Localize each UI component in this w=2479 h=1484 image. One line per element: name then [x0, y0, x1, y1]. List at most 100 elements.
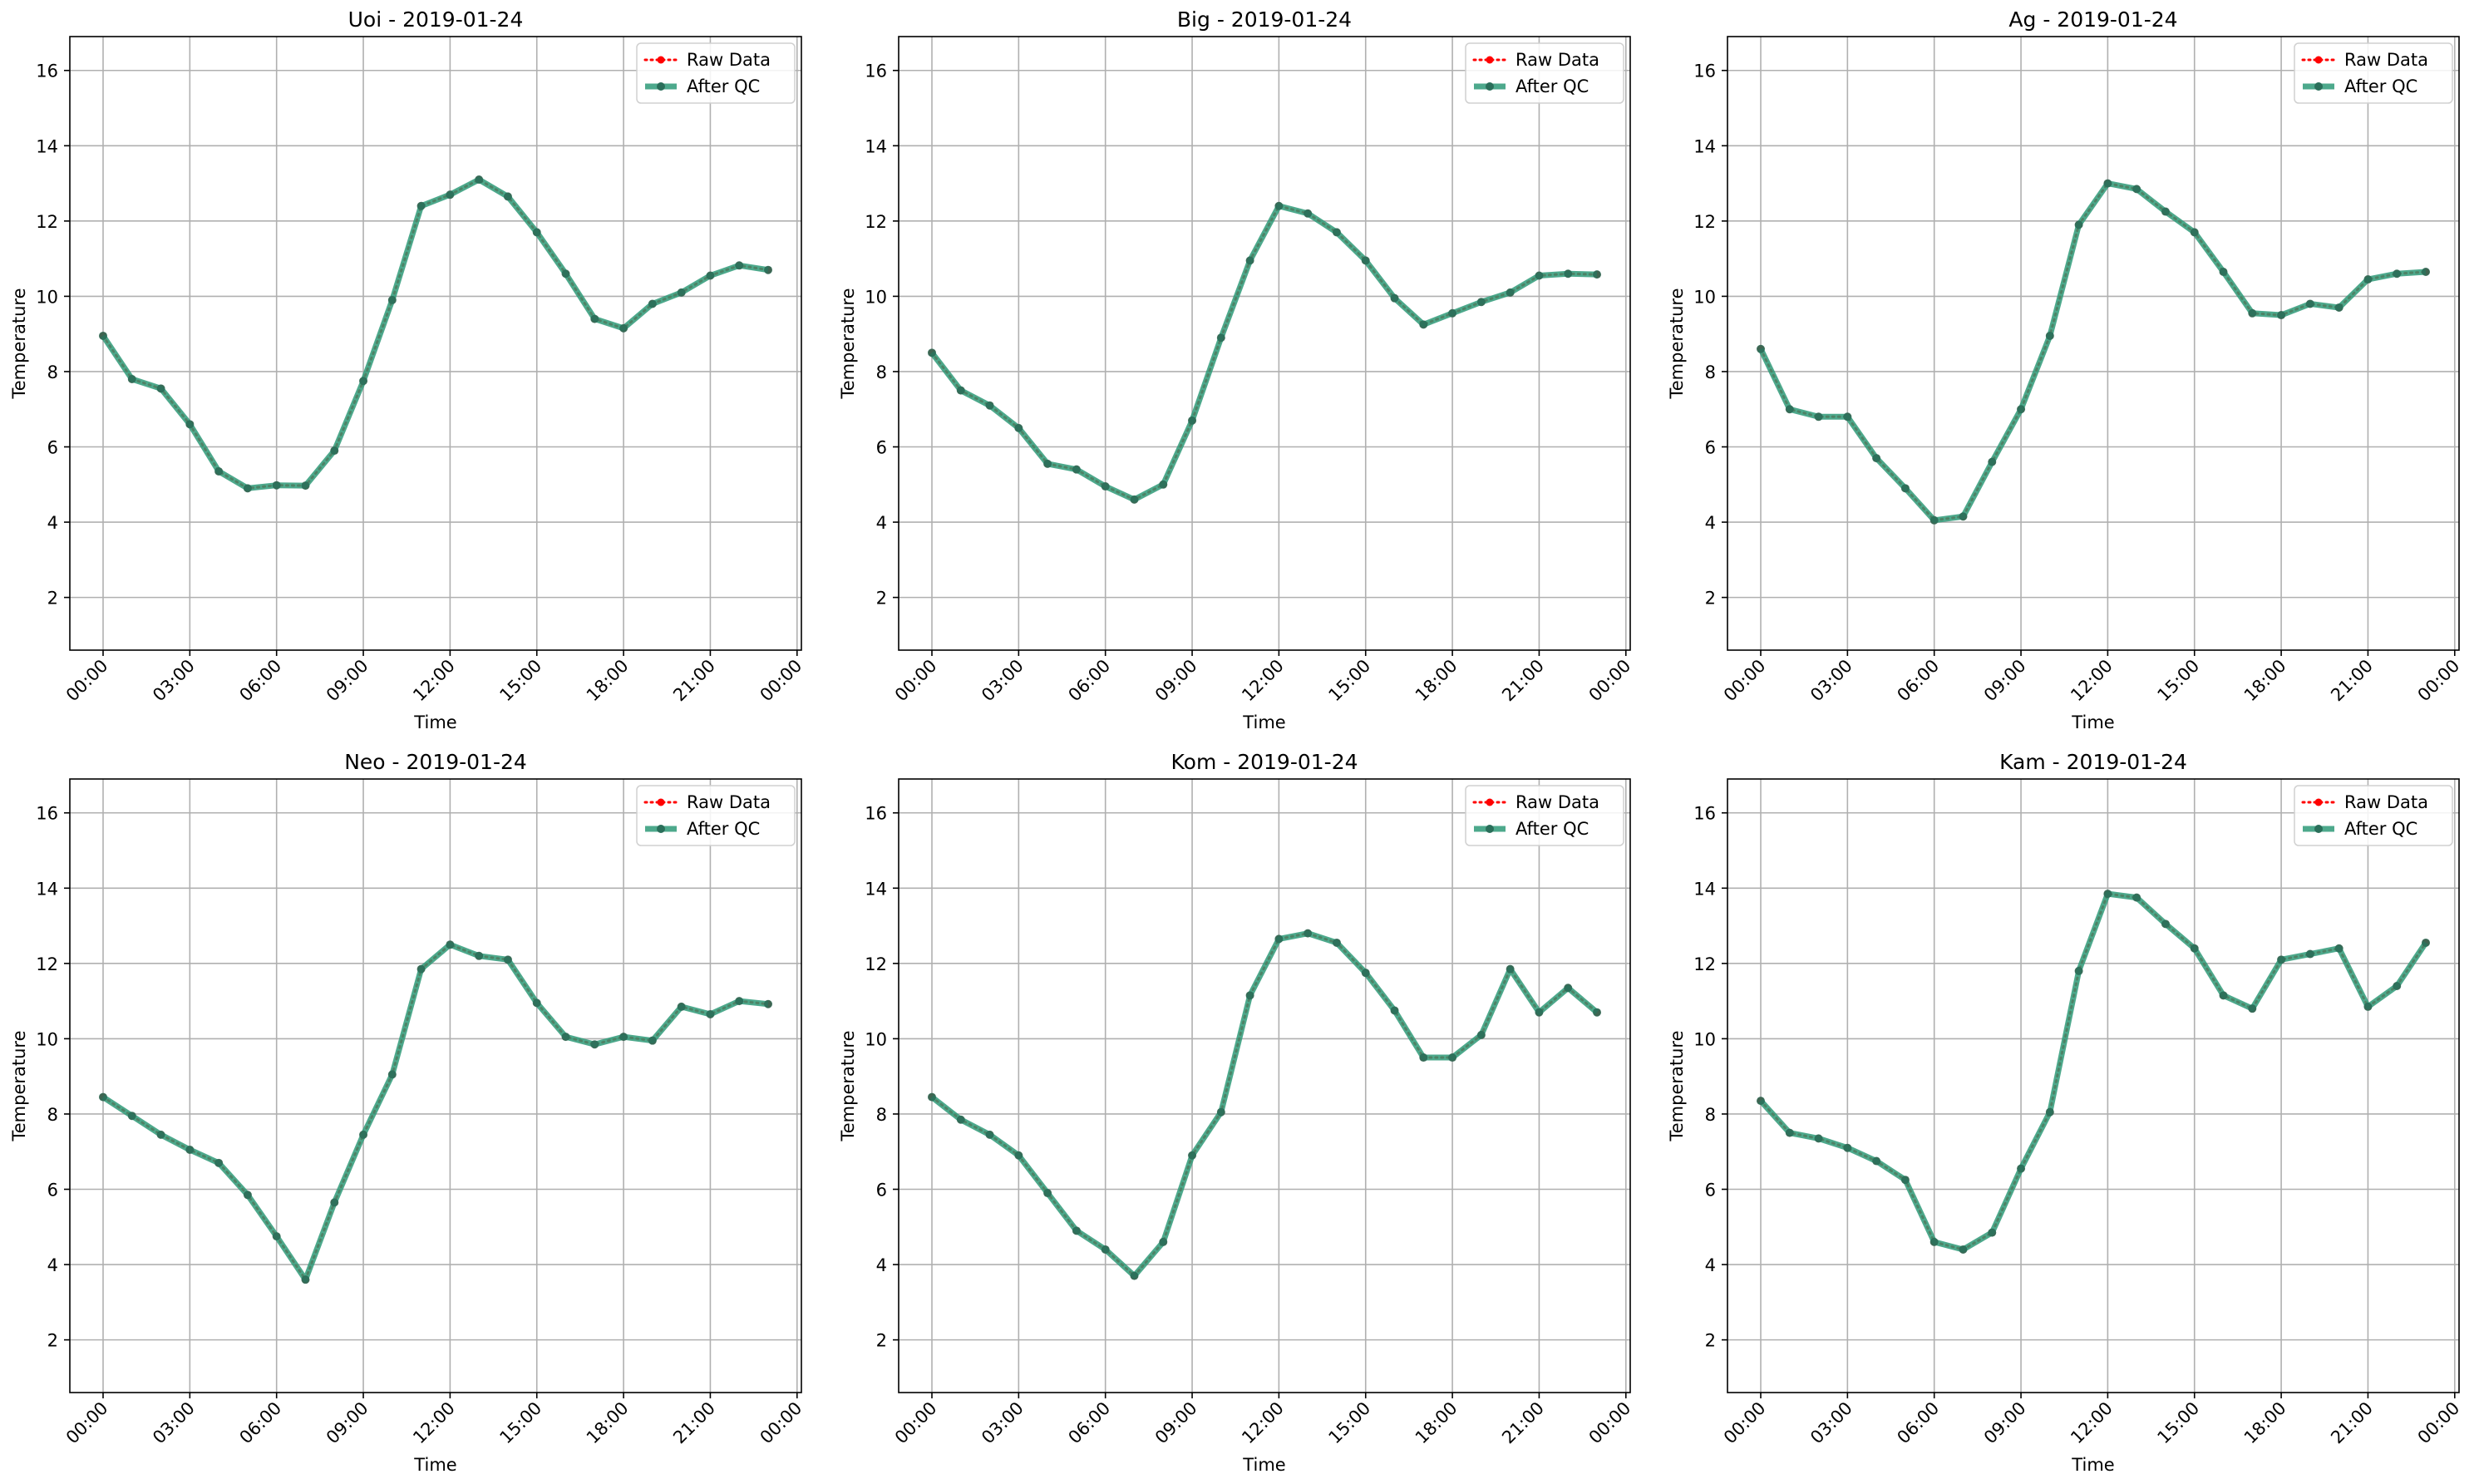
after-qc-point [2161, 919, 2170, 929]
after-qc-point [1988, 1228, 1997, 1237]
y-tick-label: 14 [865, 136, 887, 156]
y-tick-label: 14 [1693, 879, 1716, 899]
x-tick-label: 12:00 [409, 1398, 459, 1448]
x-tick-label: 06:00 [1064, 1398, 1114, 1448]
x-tick-label: 12:00 [1238, 1398, 1288, 1448]
axes-frame [1727, 778, 2460, 1393]
x-tick-label: 12:00 [2067, 1398, 2117, 1448]
x-tick-label: 03:00 [978, 656, 1028, 706]
after-qc-line [101, 941, 769, 1283]
after-qc-point [532, 998, 541, 1008]
y-tick-label: 4 [1705, 513, 1716, 533]
after-qc-point [1014, 423, 1023, 432]
y-tick-label: 12 [865, 954, 887, 974]
after-qc-point [446, 940, 455, 949]
after-qc-point [359, 1130, 368, 1139]
y-axis-label: Temperature [838, 1030, 858, 1141]
x-tick-label: 03:00 [1806, 1398, 1856, 1448]
after-qc-line [101, 176, 769, 491]
y-tick-label: 2 [1705, 1331, 1716, 1351]
after-qc-point [1304, 209, 1313, 218]
after-qc-point [2103, 890, 2112, 899]
y-tick-label: 16 [36, 62, 58, 81]
after-qc-point [272, 1232, 281, 1241]
plot-area [70, 37, 801, 650]
after-qc-point [1593, 1008, 1601, 1017]
legend-qc-label: After QC [1515, 76, 1589, 96]
x-tick-label: 03:00 [1806, 656, 1856, 706]
axes-frame [898, 778, 1631, 1393]
x-tick-label: 21:00 [1498, 656, 1548, 706]
after-qc-point [214, 1158, 224, 1167]
after-qc-point [1900, 484, 1910, 493]
after-qc-point [243, 1191, 252, 1200]
y-tick-label: 16 [865, 804, 887, 824]
x-tick-label: 09:00 [1151, 656, 1201, 706]
x-tick-label: 06:00 [235, 656, 285, 706]
x-tick-label: 03:00 [149, 656, 199, 706]
after-qc-point [1535, 271, 1544, 280]
x-tick-label: 18:00 [2240, 656, 2290, 706]
after-qc-point [1101, 482, 1110, 491]
legend-raw-label: Raw Data [687, 50, 771, 70]
after-qc-point [1274, 201, 1284, 210]
after-qc-point [2017, 405, 2026, 414]
subplot-6: 2 4 6 8 10 12 14 16 00:00 03:00 06:00 09:00 12:00 15:… [1667, 750, 2463, 1475]
x-axis-label: Time [1242, 712, 1285, 732]
after-qc-point [764, 999, 772, 1008]
after-qc-point [127, 1112, 136, 1121]
after-qc-point [2393, 269, 2402, 279]
legend: Raw Data After QC [1465, 785, 1624, 846]
after-qc-point [1757, 1097, 1765, 1106]
y-axis-label: Temperature [1667, 1030, 1687, 1141]
subplot-title: Kom - 2019-01-24 [1171, 750, 1358, 774]
after-qc-point [2132, 893, 2141, 902]
y-tick-label: 14 [36, 136, 58, 156]
y-tick-label: 10 [36, 287, 58, 307]
y-tick-label: 6 [47, 1181, 58, 1201]
legend-raw-label: Raw Data [2344, 792, 2428, 812]
x-tick-label: 00:00 [1720, 1398, 1770, 1448]
x-tick-label: 00:00 [1585, 656, 1635, 706]
after-qc-point [1814, 1134, 1823, 1143]
x-tick-label: 15:00 [2154, 656, 2204, 706]
after-qc-point [590, 1040, 599, 1049]
after-qc-point [619, 323, 628, 333]
after-qc-point [1245, 991, 1254, 1000]
y-tick-label: 2 [47, 1331, 58, 1351]
x-tick-label: 00:00 [891, 656, 941, 706]
x-tick-label: 12:00 [1238, 656, 1288, 706]
axes-frame [898, 36, 1631, 651]
after-qc-point [648, 299, 657, 308]
after-qc-point [272, 481, 281, 490]
x-tick-label: 21:00 [2327, 1398, 2377, 1448]
after-qc-point [1506, 288, 1515, 297]
y-tick-label: 16 [1693, 804, 1716, 824]
after-qc-point [301, 481, 310, 491]
x-axis-label: Time [1242, 1455, 1285, 1475]
after-qc-point [985, 401, 994, 410]
x-tick-label: 15:00 [1325, 656, 1375, 706]
after-qc-point [156, 384, 165, 393]
y-tick-label: 10 [865, 1029, 887, 1049]
x-tick-label: 09:00 [1980, 1398, 2030, 1448]
after-qc-point [475, 175, 484, 185]
after-qc-point [1188, 1151, 1197, 1160]
x-tick-label: 18:00 [1412, 656, 1461, 706]
x-axis-label: Time [413, 1455, 456, 1475]
y-tick-label: 14 [865, 879, 887, 899]
after-qc-point [387, 1070, 397, 1079]
after-qc-point [1448, 1053, 1457, 1062]
y-tick-label: 4 [47, 1255, 58, 1275]
x-tick-label: 03:00 [978, 1398, 1028, 1448]
after-qc-point [1506, 964, 1515, 974]
x-tick-label: 12:00 [2067, 656, 2117, 706]
after-qc-line [929, 203, 1598, 503]
y-tick-label: 10 [1693, 287, 1716, 307]
legend-raw-marker [1486, 56, 1494, 64]
after-qc-point [706, 271, 715, 280]
after-qc-point [475, 951, 484, 960]
y-tick-label: 14 [1693, 136, 1716, 156]
y-tick-label: 10 [36, 1029, 58, 1049]
after-qc-point [1785, 405, 1794, 414]
